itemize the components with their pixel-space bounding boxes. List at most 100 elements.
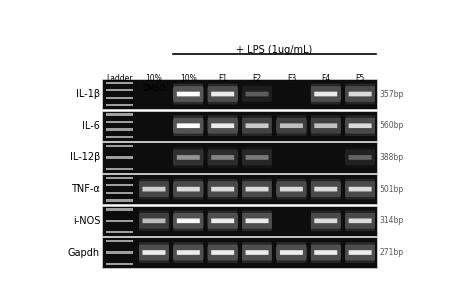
FancyBboxPatch shape bbox=[208, 246, 237, 258]
FancyBboxPatch shape bbox=[208, 152, 237, 163]
Text: IL-6: IL-6 bbox=[82, 121, 100, 131]
FancyBboxPatch shape bbox=[314, 124, 337, 128]
Bar bbox=[106, 251, 133, 254]
Text: 10%
DMSO: 10% DMSO bbox=[177, 74, 200, 93]
FancyBboxPatch shape bbox=[311, 115, 341, 136]
Bar bbox=[106, 208, 133, 211]
Text: Ladder: Ladder bbox=[106, 74, 133, 83]
FancyBboxPatch shape bbox=[311, 245, 341, 260]
FancyBboxPatch shape bbox=[208, 183, 237, 195]
Bar bbox=[106, 192, 133, 194]
FancyBboxPatch shape bbox=[208, 213, 237, 229]
FancyBboxPatch shape bbox=[177, 155, 200, 160]
FancyBboxPatch shape bbox=[139, 215, 169, 227]
FancyBboxPatch shape bbox=[246, 92, 269, 96]
Bar bbox=[102, 111, 377, 141]
FancyBboxPatch shape bbox=[277, 179, 306, 199]
FancyBboxPatch shape bbox=[277, 118, 306, 134]
FancyBboxPatch shape bbox=[139, 181, 169, 197]
FancyBboxPatch shape bbox=[139, 179, 169, 199]
FancyBboxPatch shape bbox=[242, 86, 272, 102]
FancyBboxPatch shape bbox=[345, 86, 375, 102]
Bar bbox=[106, 104, 133, 106]
Text: 10%
DMSO: 10% DMSO bbox=[142, 74, 165, 93]
FancyBboxPatch shape bbox=[173, 215, 203, 227]
Bar bbox=[106, 113, 133, 116]
FancyBboxPatch shape bbox=[246, 155, 269, 160]
Text: i-NOS: i-NOS bbox=[73, 216, 100, 226]
Text: + LPS (1ug/mL): + LPS (1ug/mL) bbox=[236, 45, 313, 55]
FancyBboxPatch shape bbox=[173, 242, 203, 263]
Text: F3: F3 bbox=[287, 74, 296, 83]
FancyBboxPatch shape bbox=[311, 215, 341, 227]
Bar bbox=[102, 206, 377, 236]
FancyBboxPatch shape bbox=[173, 179, 203, 199]
FancyBboxPatch shape bbox=[211, 187, 234, 192]
FancyBboxPatch shape bbox=[345, 115, 375, 136]
FancyBboxPatch shape bbox=[242, 152, 272, 163]
FancyBboxPatch shape bbox=[277, 183, 306, 195]
FancyBboxPatch shape bbox=[208, 118, 237, 134]
Bar bbox=[106, 240, 133, 242]
FancyBboxPatch shape bbox=[143, 187, 165, 192]
FancyBboxPatch shape bbox=[311, 246, 341, 258]
Bar bbox=[102, 142, 377, 173]
FancyBboxPatch shape bbox=[246, 187, 269, 192]
FancyBboxPatch shape bbox=[246, 218, 269, 223]
FancyBboxPatch shape bbox=[311, 84, 341, 104]
FancyBboxPatch shape bbox=[311, 181, 341, 197]
FancyBboxPatch shape bbox=[173, 86, 203, 102]
FancyBboxPatch shape bbox=[211, 155, 234, 160]
FancyBboxPatch shape bbox=[349, 92, 371, 96]
FancyBboxPatch shape bbox=[173, 183, 203, 195]
Text: TNF-α: TNF-α bbox=[72, 184, 100, 194]
FancyBboxPatch shape bbox=[349, 218, 371, 223]
FancyBboxPatch shape bbox=[345, 213, 375, 229]
Bar bbox=[106, 263, 133, 265]
Bar bbox=[102, 174, 377, 204]
FancyBboxPatch shape bbox=[173, 115, 203, 136]
Text: F5: F5 bbox=[356, 74, 365, 83]
FancyBboxPatch shape bbox=[345, 183, 375, 195]
FancyBboxPatch shape bbox=[242, 181, 272, 197]
Text: Gapdh: Gapdh bbox=[68, 248, 100, 257]
FancyBboxPatch shape bbox=[242, 246, 272, 258]
FancyBboxPatch shape bbox=[242, 115, 272, 136]
FancyBboxPatch shape bbox=[173, 88, 203, 100]
FancyBboxPatch shape bbox=[211, 218, 234, 223]
FancyBboxPatch shape bbox=[208, 88, 237, 100]
FancyBboxPatch shape bbox=[143, 250, 165, 255]
FancyBboxPatch shape bbox=[173, 120, 203, 132]
FancyBboxPatch shape bbox=[345, 84, 375, 104]
FancyBboxPatch shape bbox=[345, 88, 375, 100]
Bar bbox=[106, 121, 133, 123]
Text: F1: F1 bbox=[218, 74, 227, 83]
Bar bbox=[106, 89, 133, 91]
FancyBboxPatch shape bbox=[208, 181, 237, 197]
FancyBboxPatch shape bbox=[208, 210, 237, 231]
Bar bbox=[106, 177, 133, 179]
FancyBboxPatch shape bbox=[139, 213, 169, 229]
FancyBboxPatch shape bbox=[242, 210, 272, 231]
FancyBboxPatch shape bbox=[311, 88, 341, 100]
FancyBboxPatch shape bbox=[242, 183, 272, 195]
Bar bbox=[106, 199, 133, 202]
FancyBboxPatch shape bbox=[314, 250, 337, 255]
FancyBboxPatch shape bbox=[345, 246, 375, 258]
FancyBboxPatch shape bbox=[208, 84, 237, 104]
Bar bbox=[106, 97, 133, 99]
FancyBboxPatch shape bbox=[277, 120, 306, 132]
FancyBboxPatch shape bbox=[173, 149, 203, 165]
Text: 501bp: 501bp bbox=[380, 185, 404, 194]
FancyBboxPatch shape bbox=[277, 181, 306, 197]
FancyBboxPatch shape bbox=[311, 210, 341, 231]
FancyBboxPatch shape bbox=[173, 147, 203, 168]
Bar bbox=[106, 82, 133, 84]
FancyBboxPatch shape bbox=[277, 115, 306, 136]
FancyBboxPatch shape bbox=[208, 215, 237, 227]
FancyBboxPatch shape bbox=[242, 118, 272, 134]
FancyBboxPatch shape bbox=[345, 179, 375, 199]
FancyBboxPatch shape bbox=[208, 245, 237, 260]
FancyBboxPatch shape bbox=[143, 218, 165, 223]
Text: 388bp: 388bp bbox=[380, 153, 404, 162]
